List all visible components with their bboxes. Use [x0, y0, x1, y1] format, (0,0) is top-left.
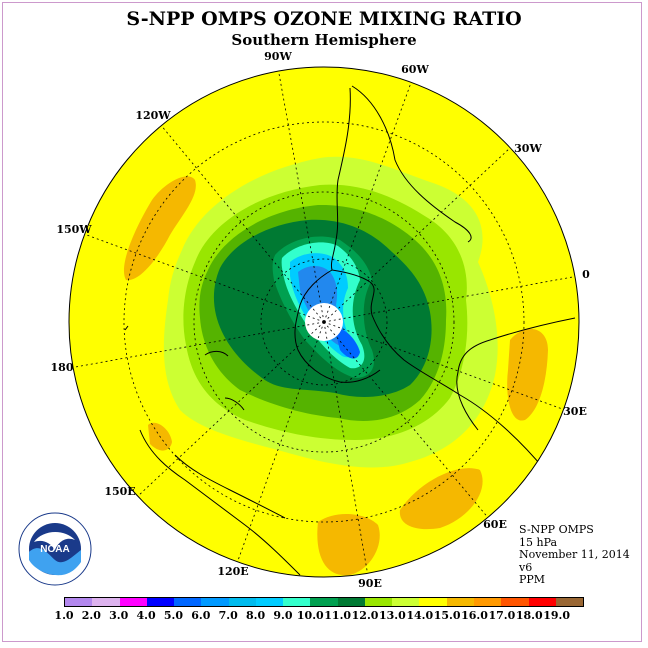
coast-new-zealand: [204, 350, 229, 357]
colorbar-segment: [174, 598, 202, 606]
coast-antarctica-east: [331, 269, 546, 471]
latitude-circle: [193, 191, 455, 453]
meridian-180: [69, 321, 325, 369]
colorbar-tick-label: 15.0: [433, 609, 461, 622]
figure-frame: [2, 2, 642, 642]
coast-africa: [456, 317, 576, 431]
colorbar: [64, 597, 584, 607]
colorbar-segment: [283, 598, 311, 606]
colorbar-segment: [364, 598, 393, 606]
coast-south-america-east: [351, 85, 472, 243]
colorbar-tick-label: 18.0: [515, 609, 543, 622]
colorbar-tick-label: 1.0: [54, 609, 74, 622]
ozone-patch-indian: [399, 468, 483, 530]
colorbar-tick-label: 3.0: [109, 609, 129, 622]
colorbar-tick-label: 12.0: [351, 609, 379, 622]
colorbar-tick-label: 4.0: [136, 609, 156, 622]
coast-australia-south: [174, 454, 286, 519]
colorbar-tick-label: 2.0: [81, 609, 101, 622]
svg-text:NOAA: NOAA: [40, 544, 69, 555]
colorbar-segment: [392, 598, 420, 606]
coast-islet: [124, 325, 129, 331]
coast-australia-west: [139, 429, 301, 576]
instrument-label: S-NPP OMPS: [519, 523, 594, 536]
lon-label-180: 180: [51, 361, 74, 374]
colorbar-segment: [528, 598, 556, 606]
version-label: v6: [519, 560, 533, 574]
colorbar-segment: [310, 598, 338, 606]
coast-south-america-west: [331, 87, 351, 271]
ozone-patch-pacific: [123, 176, 196, 281]
colorbar-tick-label: 9.0: [273, 609, 293, 622]
meridian-0: [323, 275, 579, 323]
lon-label-30w: 30W: [514, 142, 542, 155]
colorbar-tick-label: 5.0: [163, 609, 184, 622]
ozone-patch-south-indian: [317, 514, 380, 576]
ozone-region-5-6: [335, 328, 360, 359]
colorbar-tick-label: 19.0: [543, 609, 571, 622]
coast-antarctica-west: [294, 269, 381, 383]
lon-label-90e: 90E: [358, 577, 382, 590]
lon-label-60w: 60W: [401, 63, 429, 76]
colorbar-tick-label: 7.0: [218, 609, 238, 622]
colorbar-segment: [201, 598, 229, 606]
map-subtitle: Southern Hemisphere: [231, 31, 417, 49]
latitude-circle: [260, 258, 388, 386]
meridian-120e: [235, 321, 325, 567]
lon-label-150w: 150W: [56, 223, 92, 236]
latitude-circle: [123, 121, 525, 523]
south-pole-marker: [322, 320, 326, 324]
colorbar-ticks: 1.0 2.0 3.0 4.0 5.0 6.0 7.0 8.0 9.0 10.0 11.0 12.0 1…: [40, 609, 610, 623]
lon-label-0: 0: [582, 268, 590, 281]
colorbar-segment: [419, 598, 447, 606]
colorbar-segment: [119, 598, 147, 606]
colorbar-segment: [146, 598, 175, 606]
colorbar-tick-label: 14.0: [406, 609, 434, 622]
meridian-60e: [323, 321, 491, 521]
colorbar-segment: [255, 598, 284, 606]
lon-label-120w: 120W: [135, 109, 171, 122]
coast-tasmania: [224, 397, 245, 411]
map-boundary: [68, 66, 580, 578]
lon-label-90w: 90W: [264, 50, 292, 63]
colorbar-segment: [446, 598, 474, 606]
noaa-logo-icon: NOAA: [18, 512, 92, 586]
colorbar-tick-label: 11.0: [324, 609, 352, 622]
colorbar-tick-label: 10.0: [296, 609, 324, 622]
date-label: November 11, 2014: [519, 548, 630, 561]
lon-label-120e: 120E: [217, 565, 248, 578]
ozone-field: [69, 67, 579, 577]
colorbar-segment: [228, 598, 256, 606]
meridian-90w: [277, 67, 325, 323]
colorbar-tick-label: 8.0: [246, 609, 266, 622]
units-label: PPM: [519, 573, 546, 586]
colorbar-tick-label: 17.0: [488, 609, 516, 622]
coastlines: [124, 85, 576, 576]
lon-label-60e: 60E: [483, 518, 507, 531]
product-info: S-NPP OMPS 15 hPa November 11, 2014 v6 P…: [519, 523, 630, 587]
lon-label-150e: 150E: [104, 485, 135, 498]
ozone-patch-atlantic: [507, 328, 548, 421]
colorbar-segment: [92, 598, 120, 606]
colorbar-segment: [473, 598, 502, 606]
map-title: S-NPP OMPS OZONE MIXING RATIO: [126, 8, 522, 30]
colorbar-segment: [555, 598, 584, 606]
colorbar-tick-label: 13.0: [379, 609, 406, 622]
colorbar-tick-label: 16.0: [461, 609, 488, 622]
colorbar-segment: [65, 598, 93, 606]
graticule: [69, 67, 579, 577]
colorbar-segment: [501, 598, 529, 606]
lon-label-30e: 30E: [563, 405, 587, 418]
colorbar-segment: [337, 598, 365, 606]
colorbar-tick-label: 6.0: [191, 609, 211, 622]
pressure-level: 15 hPa: [519, 535, 558, 549]
